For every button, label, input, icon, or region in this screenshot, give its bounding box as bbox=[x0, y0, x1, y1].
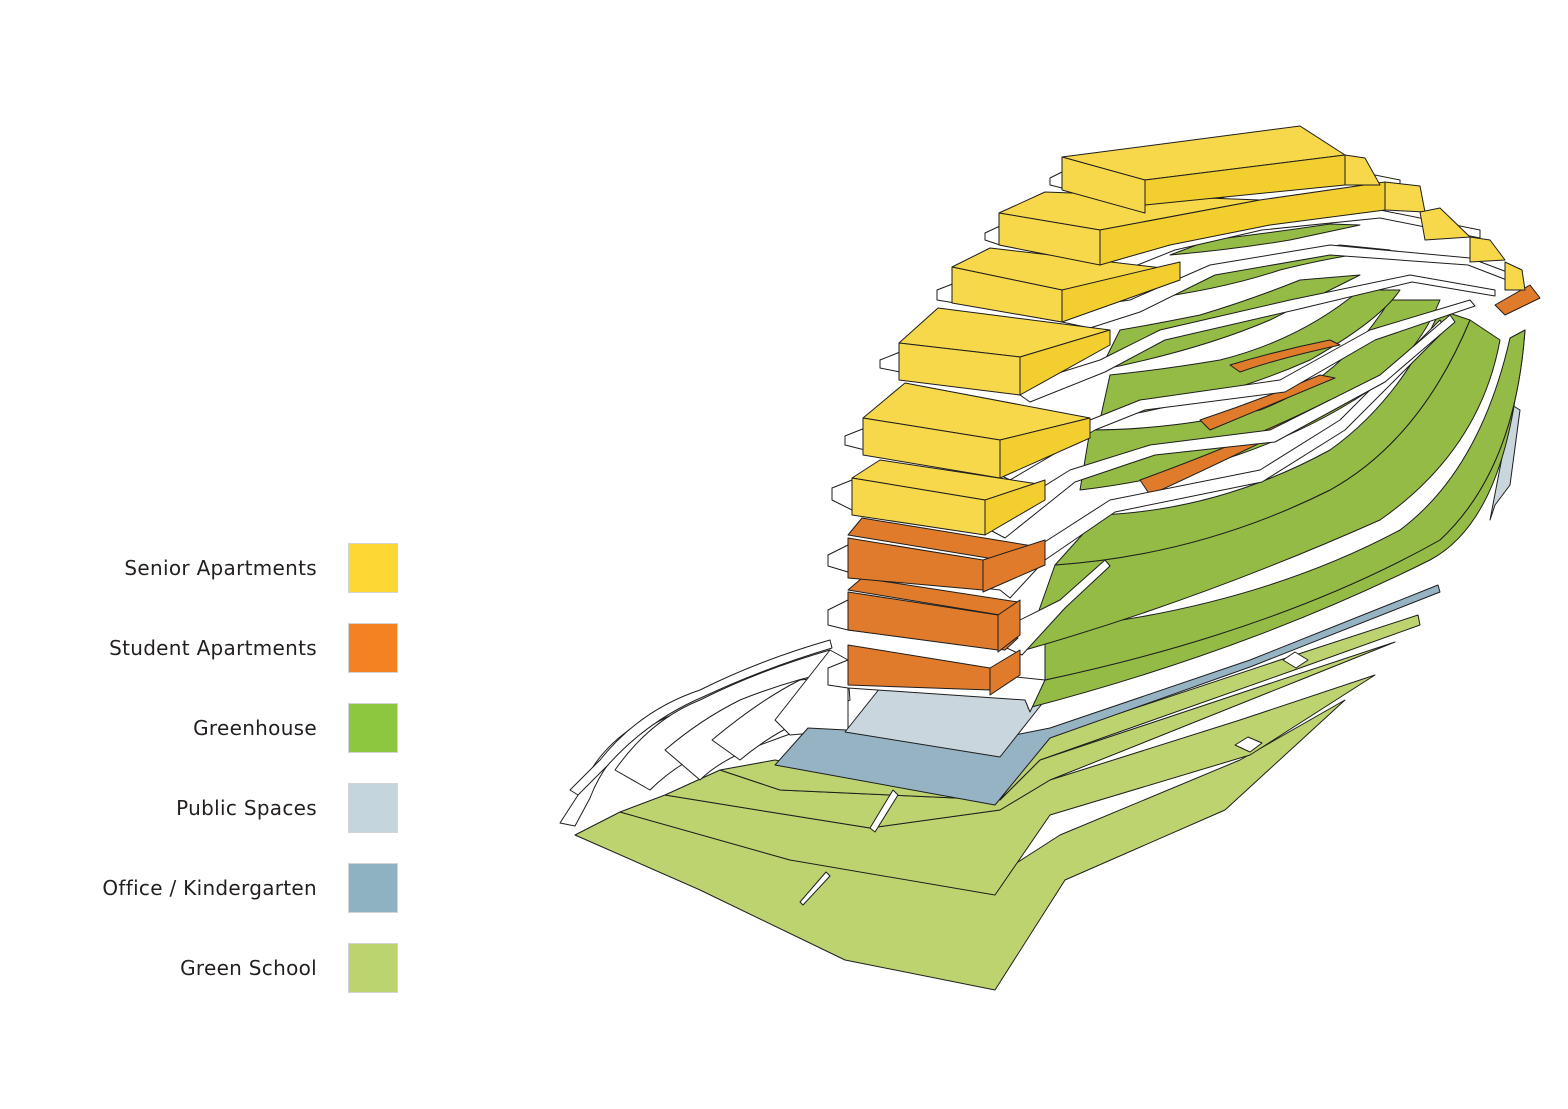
legend-item-senior-apartments: Senior Apartments bbox=[0, 543, 400, 593]
legend-label: Student Apartments bbox=[109, 636, 317, 660]
student-block-3-side bbox=[982, 539, 1046, 593]
legend-swatch-green-school bbox=[348, 943, 398, 993]
legend-label: Office / Kindergarten bbox=[102, 876, 317, 900]
legend-item-public-spaces: Public Spaces bbox=[0, 783, 400, 833]
orange-strip-3 bbox=[1229, 339, 1341, 373]
senior-block-6-side bbox=[984, 479, 1046, 536]
legend-swatch-public-spaces bbox=[348, 783, 398, 833]
orange-strip-2 bbox=[1199, 374, 1336, 431]
legend-item-greenhouse: Greenhouse bbox=[0, 703, 400, 753]
greenhouse-band-2 bbox=[1044, 329, 1526, 681]
school-slab-edge-1 bbox=[1234, 736, 1263, 753]
student-apartment-blocks bbox=[847, 517, 1046, 696]
legend-item-office-kindergarten: Office / Kindergarten bbox=[0, 863, 400, 913]
senior-block-1-cap bbox=[1344, 154, 1381, 186]
ramps-left bbox=[559, 639, 851, 827]
senior-block-right-2 bbox=[1419, 207, 1471, 241]
legend-swatch-greenhouse bbox=[348, 703, 398, 753]
legend-label: Green School bbox=[180, 956, 317, 980]
senior-apartment-blocks bbox=[851, 125, 1526, 536]
school-slab-edge-4 bbox=[799, 871, 831, 906]
school-slab-edge-2 bbox=[1282, 651, 1309, 669]
orange-strip-4 bbox=[1494, 284, 1541, 316]
school-slab-edge-3 bbox=[869, 789, 899, 833]
green-school-terraces bbox=[574, 614, 1421, 991]
legend-label: Greenhouse bbox=[193, 716, 317, 740]
legend-swatch-senior-apartments bbox=[348, 543, 398, 593]
senior-block-right-4 bbox=[1504, 261, 1526, 291]
legend-label: Public Spaces bbox=[176, 796, 317, 820]
senior-block-right-1 bbox=[1384, 181, 1426, 213]
ground-level bbox=[774, 404, 1521, 806]
ramp-2 bbox=[569, 639, 833, 796]
student-block-2-side bbox=[997, 599, 1021, 653]
senior-block-right-3 bbox=[1469, 236, 1506, 263]
student-block-1-front bbox=[847, 644, 991, 691]
student-block-1-side bbox=[989, 649, 1021, 696]
senior-block-4-side bbox=[1019, 329, 1111, 396]
legend-swatch-office-kindergarten bbox=[348, 863, 398, 913]
legend-item-student-apartments: Student Apartments bbox=[0, 623, 400, 673]
legend-label: Senior Apartments bbox=[124, 556, 317, 580]
greenhouse-band-9 bbox=[1169, 223, 1361, 256]
senior-block-5-side bbox=[999, 417, 1091, 479]
senior-block-2-side bbox=[1099, 181, 1386, 266]
senior-block-1-front bbox=[1061, 156, 1146, 214]
legend-swatch-student-apartments bbox=[348, 623, 398, 673]
senior-block-3-side bbox=[1061, 261, 1181, 323]
legend: Senior Apartments Student Apartments Gre… bbox=[0, 0, 420, 1109]
legend-item-green-school: Green School bbox=[0, 943, 400, 993]
